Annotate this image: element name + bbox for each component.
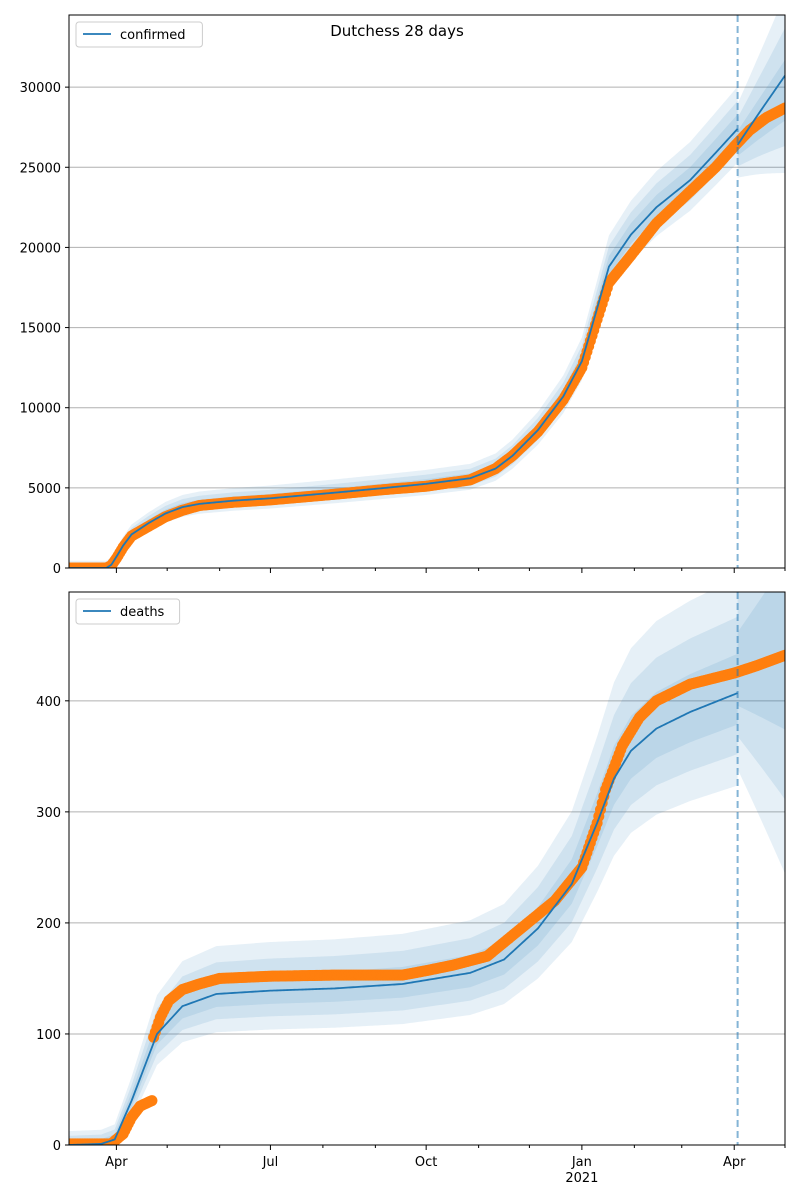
legend-label: deaths [120, 605, 165, 620]
y-tick-label: 400 [36, 695, 61, 710]
panel-confirmed: 0 5000 10000 15000 20000 25000 30000 confirmed [20, 14, 786, 577]
confidence-band [69, 100, 738, 568]
y-tick-label: 300 [36, 806, 61, 821]
axes-frame [68, 591, 786, 1146]
plot-area [69, 15, 785, 568]
legend: confirmed [75, 21, 203, 48]
y-tick-label: 25000 [20, 161, 61, 176]
model-line [69, 692, 738, 1145]
observed-point [779, 102, 785, 114]
x-tick-label: Apr [105, 1155, 128, 1170]
observed-point [146, 1095, 158, 1107]
axes-frame [68, 14, 786, 569]
confidence-band [69, 114, 738, 568]
x-tick-label: Apr [723, 1155, 746, 1170]
x-tick-sublabel: 2021 [565, 1171, 598, 1186]
legend-label: confirmed [120, 28, 186, 43]
plot-area [69, 592, 785, 1145]
x-tick-label: Jan [571, 1155, 592, 1170]
y-tick-label: 10000 [20, 402, 61, 417]
y-tick-label: 0 [53, 562, 61, 577]
y-tick-label: 0 [53, 1139, 61, 1154]
observed-point [779, 649, 785, 661]
y-tick-label: 5000 [28, 482, 61, 497]
y-tick-label: 100 [36, 1028, 61, 1043]
confidence-band [737, 592, 785, 730]
y-tick-label: 15000 [20, 322, 61, 337]
y-tick-label: 20000 [20, 241, 61, 256]
forecast-line [736, 75, 785, 146]
legend-box [75, 21, 203, 48]
y-tick-label: 30000 [20, 81, 61, 96]
confidence-band [69, 592, 738, 1145]
legend: deaths [75, 598, 181, 625]
x-tick-label: Oct [415, 1155, 437, 1170]
y-tick-label: 200 [36, 917, 61, 932]
chart-title: Dutchess 28 days [330, 22, 464, 40]
confidence-band [69, 616, 738, 1145]
model-line [69, 128, 739, 568]
confidence-band [737, 592, 785, 800]
confidence-band [69, 653, 738, 1145]
legend-box [75, 598, 181, 625]
x-tick-label: Jul [262, 1155, 279, 1170]
